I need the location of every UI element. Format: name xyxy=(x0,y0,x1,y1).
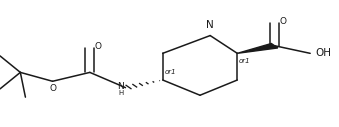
Text: O: O xyxy=(280,17,287,26)
Text: H: H xyxy=(119,90,124,96)
Text: or1: or1 xyxy=(164,69,176,75)
Text: O: O xyxy=(49,84,56,93)
Text: or1: or1 xyxy=(239,58,251,64)
Text: OH: OH xyxy=(315,48,331,58)
Polygon shape xyxy=(237,43,278,53)
Text: N: N xyxy=(117,82,124,91)
Text: O: O xyxy=(95,43,102,51)
Text: N: N xyxy=(206,20,214,30)
